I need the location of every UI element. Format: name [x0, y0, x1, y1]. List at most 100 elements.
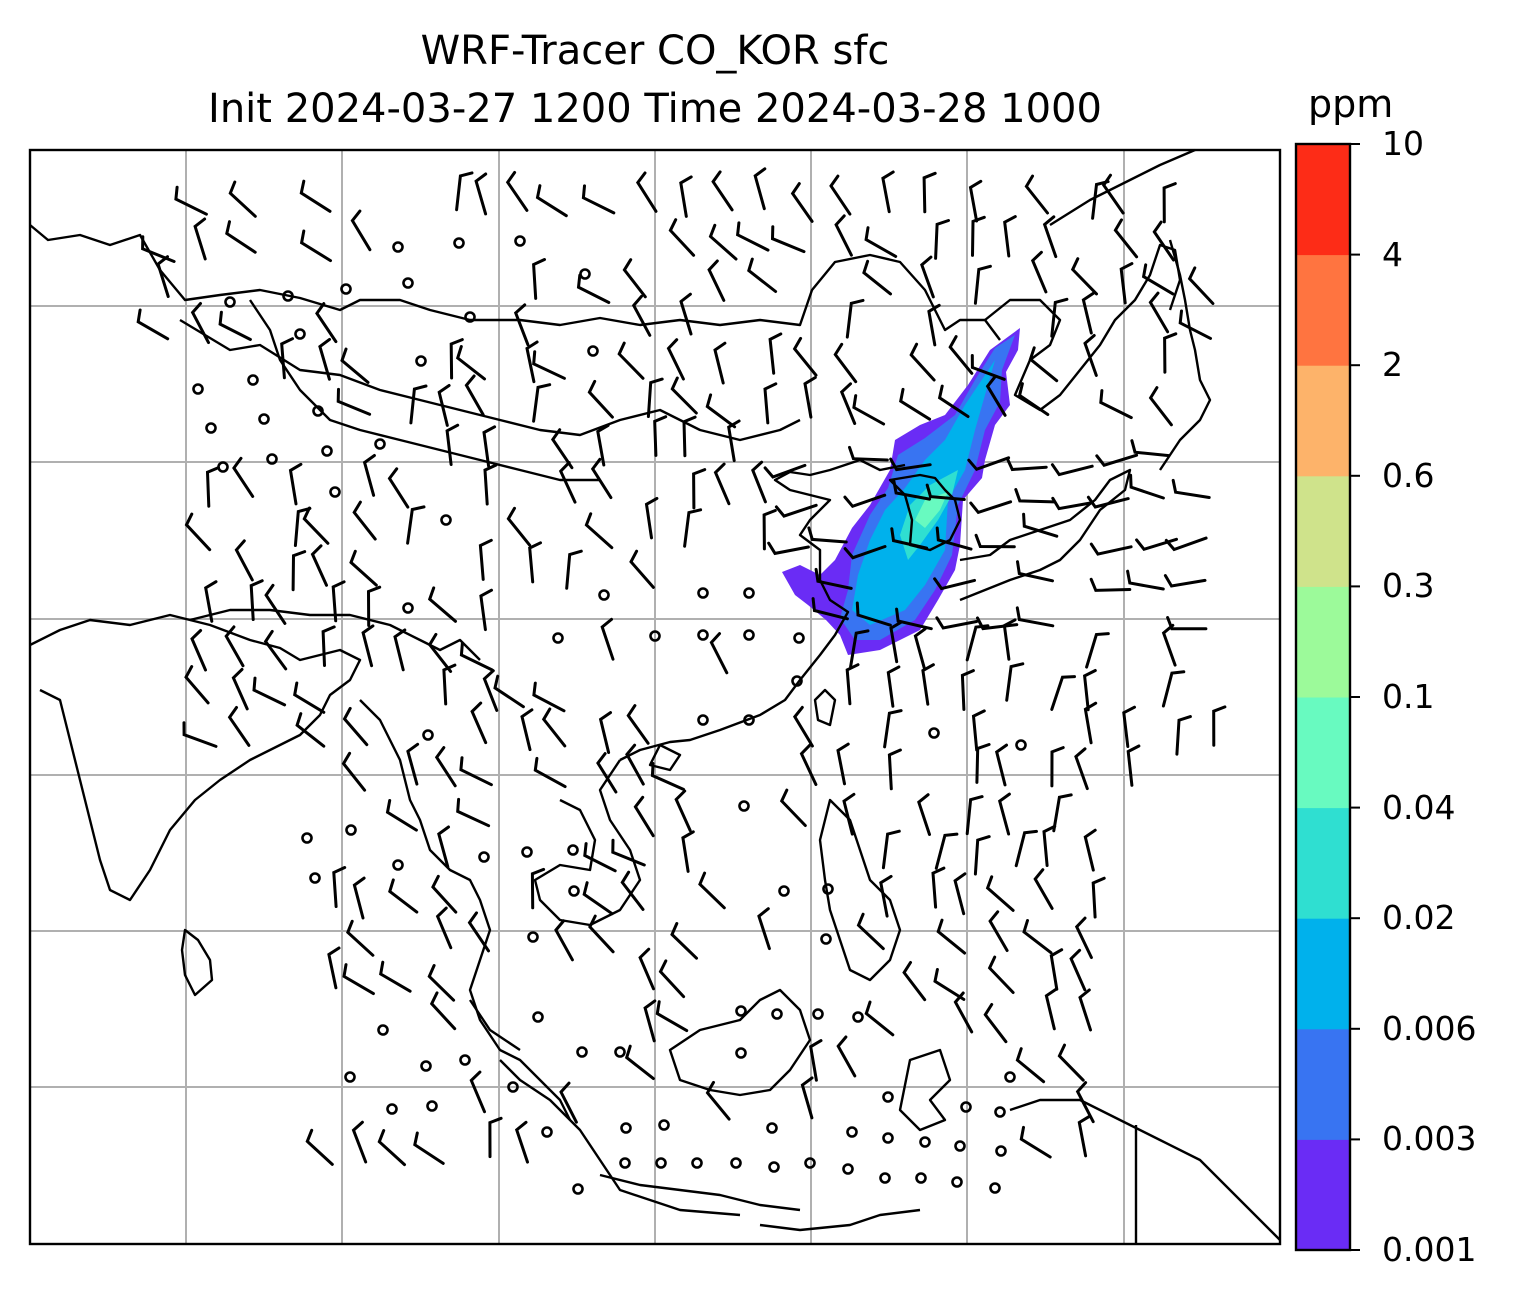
wind-barb: [626, 704, 650, 745]
calm-wind-circle: [793, 632, 805, 644]
wind-barb: [318, 337, 331, 381]
calm-wind-circle: [768, 1161, 780, 1173]
calm-wind-circle: [587, 345, 599, 357]
wind-barb: [1161, 623, 1177, 667]
wind-barb: [483, 463, 498, 506]
calm-wind-circle: [258, 413, 270, 425]
wind-barb: [707, 259, 726, 302]
calm-wind-circle: [309, 872, 321, 884]
wind-barb: [674, 789, 692, 832]
coast-newguinea: [1009, 1098, 1281, 1244]
wind-barb: [184, 512, 212, 552]
wind-barb: [1086, 495, 1130, 509]
wind-barb: [631, 294, 652, 337]
colorbar-segment: [1296, 697, 1350, 809]
wind-barb: [293, 681, 326, 714]
wind-barb: [576, 273, 611, 304]
wind-barb: [890, 527, 929, 550]
calm-wind-circle: [576, 1046, 588, 1058]
wind-barb: [883, 709, 903, 749]
wind-barb: [767, 541, 810, 556]
calm-wind-circle: [730, 1157, 742, 1169]
wind-barb: [520, 708, 534, 752]
wind-barb: [1113, 218, 1139, 259]
calm-wind-circle: [951, 1176, 963, 1188]
wind-barb: [1074, 916, 1093, 959]
calm-wind-circle: [1004, 1071, 1016, 1083]
wind-barb: [931, 866, 946, 909]
calm-wind-circle: [778, 885, 790, 897]
calm-wind-circle: [344, 1071, 356, 1083]
wind-barb: [800, 1076, 814, 1120]
calm-wind-circle: [771, 1008, 783, 1020]
calm-wind-circle: [192, 383, 204, 395]
wind-barb: [482, 425, 497, 468]
wind-barb: [513, 303, 530, 347]
calm-wind-circle: [954, 1140, 966, 1152]
wind-barb: [971, 215, 986, 257]
wind-barb: [377, 1129, 406, 1167]
wind-barb: [1052, 793, 1073, 833]
wind-barb: [291, 550, 307, 592]
colorbar-segment: [1296, 807, 1350, 919]
wind-barb: [920, 255, 935, 299]
wind-barb: [406, 742, 420, 786]
wind-barb: [862, 259, 892, 296]
calm-wind-circle: [697, 587, 709, 599]
colorbar: [1296, 143, 1360, 1251]
wind-barb: [1148, 386, 1173, 427]
wind-barb: [836, 1035, 857, 1078]
wind-barb: [554, 919, 574, 962]
wind-barb: [974, 533, 1016, 549]
wind-barb: [768, 332, 783, 375]
wind-barb: [751, 460, 767, 504]
calm-wind-circle: [377, 1024, 389, 1036]
wind-barb: [763, 463, 807, 479]
wind-barb: [1152, 220, 1175, 262]
colorbar-tick-label: 0.04: [1382, 787, 1456, 827]
wind-barb: [643, 999, 657, 1043]
calm-wind-circle: [567, 844, 579, 856]
wind-barb: [763, 382, 778, 425]
wind-barb: [624, 1044, 655, 1081]
wind-barb: [655, 1000, 689, 1033]
wind-barb: [917, 793, 931, 836]
calm-wind-circle: [743, 629, 755, 641]
calm-wind-circle: [743, 587, 755, 599]
coast-mongolia-south: [179, 318, 801, 442]
plume-level-5: [915, 492, 948, 528]
wind-barb: [218, 310, 252, 341]
wind-barb: [792, 705, 814, 748]
wind-barb: [753, 167, 767, 211]
wind-barb: [1085, 632, 1110, 669]
wind-barb: [1130, 439, 1171, 458]
wind-barb: [757, 907, 771, 951]
wind-barb: [427, 632, 453, 673]
wind-barb: [596, 752, 618, 794]
wind-barb: [280, 337, 294, 380]
wind-barb: [263, 629, 288, 671]
wind-barb: [550, 428, 574, 470]
colorbar-segment: [1296, 918, 1350, 1030]
wind-barb: [965, 795, 984, 836]
wind-barb: [234, 539, 254, 582]
wind-barb: [709, 632, 729, 675]
wind-barb: [1161, 670, 1186, 708]
wind-barb: [427, 964, 456, 1002]
wind-barb: [413, 1131, 445, 1165]
wind-barb: [1077, 1114, 1091, 1158]
calm-wind-circle: [989, 1182, 1001, 1194]
wind-barb: [445, 423, 460, 466]
wind-barb: [435, 906, 453, 950]
wind-barb: [264, 583, 287, 625]
wind-barb: [1162, 182, 1177, 224]
calm-wind-circle: [266, 453, 278, 465]
map-gridlines: [30, 150, 1280, 1244]
wind-barb: [968, 179, 983, 223]
wind-barb: [478, 538, 493, 581]
wind-barb: [385, 799, 418, 832]
calm-wind-circle: [655, 1157, 667, 1169]
wind-barb: [455, 171, 474, 212]
wind-barb: [682, 415, 697, 458]
wind-barb: [249, 579, 264, 621]
